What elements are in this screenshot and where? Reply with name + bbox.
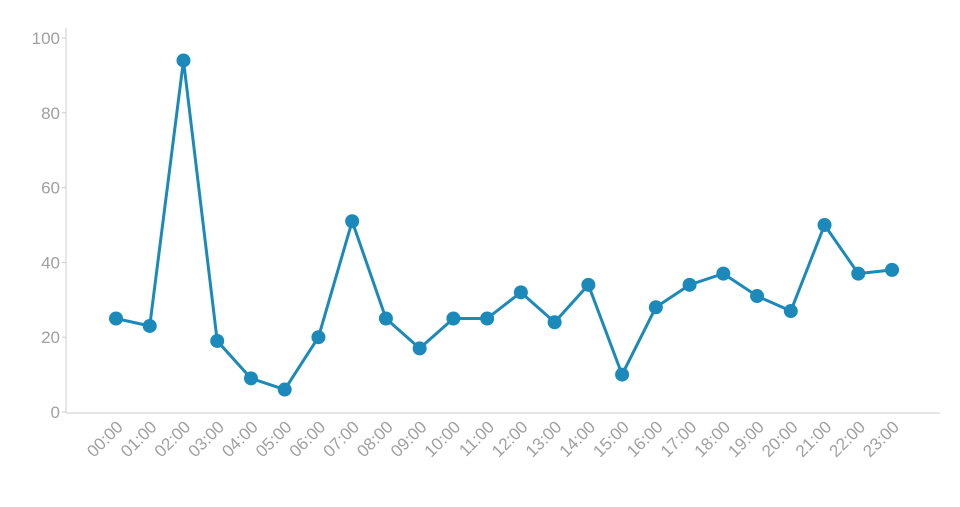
x-tick-label: 07:00 <box>319 417 363 461</box>
data-point <box>783 304 798 319</box>
data-point <box>750 289 765 304</box>
x-tick-label: 19:00 <box>724 417 768 461</box>
data-point <box>885 262 900 277</box>
y-tick-label: 80 <box>41 104 60 123</box>
x-tick-label: 17:00 <box>657 417 701 461</box>
x-tick-label: 06:00 <box>286 417 330 461</box>
data-point <box>378 311 393 326</box>
x-tick-label: 11:00 <box>455 417 498 460</box>
x-tick-label: 21:00 <box>792 417 836 461</box>
x-tick-label: 15:00 <box>589 417 633 461</box>
data-point <box>277 382 292 397</box>
x-tick-label: 00:00 <box>83 417 127 461</box>
y-tick-label: 20 <box>41 328 60 347</box>
data-point <box>648 300 663 315</box>
x-tick-label: 02:00 <box>151 417 195 461</box>
data-point <box>817 218 832 232</box>
x-tick-label: 20:00 <box>758 417 802 461</box>
data-point <box>210 333 225 348</box>
x-tick-label: 03:00 <box>185 417 229 461</box>
data-point <box>142 318 157 333</box>
y-tick-label: 40 <box>41 253 60 272</box>
x-tick-label: 08:00 <box>353 417 397 461</box>
x-tick-label: 04:00 <box>218 417 262 461</box>
data-point <box>682 277 697 292</box>
data-point <box>345 214 360 229</box>
x-tick-label: 13:00 <box>522 417 566 461</box>
x-tick-label: 09:00 <box>387 417 431 461</box>
data-point <box>109 311 123 326</box>
y-tick-label: 0 <box>51 403 60 422</box>
data-point <box>412 341 427 356</box>
x-tick-label: 16:00 <box>623 417 667 461</box>
x-tick-label: 14:00 <box>556 417 600 461</box>
x-tick-label: 05:00 <box>252 417 296 461</box>
data-point <box>513 285 528 300</box>
data-point <box>243 371 258 386</box>
data-point <box>581 277 596 292</box>
data-line <box>115 58 893 392</box>
data-point <box>311 330 326 345</box>
y-tick-label: 100 <box>32 29 60 48</box>
x-tick-label: 18:00 <box>691 417 735 461</box>
x-tick-label: 01:00 <box>117 417 161 461</box>
x-tick-label: 12:00 <box>488 417 532 461</box>
x-tick-label: 22:00 <box>826 417 870 461</box>
data-point <box>480 311 495 326</box>
data-point <box>716 266 731 281</box>
y-tick-label: 60 <box>41 179 60 198</box>
x-tick-label: 23:00 <box>859 417 903 461</box>
data-point <box>446 311 461 326</box>
x-tick-label: 10:00 <box>421 417 465 461</box>
data-point <box>851 266 866 281</box>
data-point <box>615 367 630 382</box>
data-point <box>176 53 191 68</box>
data-point <box>547 315 562 330</box>
